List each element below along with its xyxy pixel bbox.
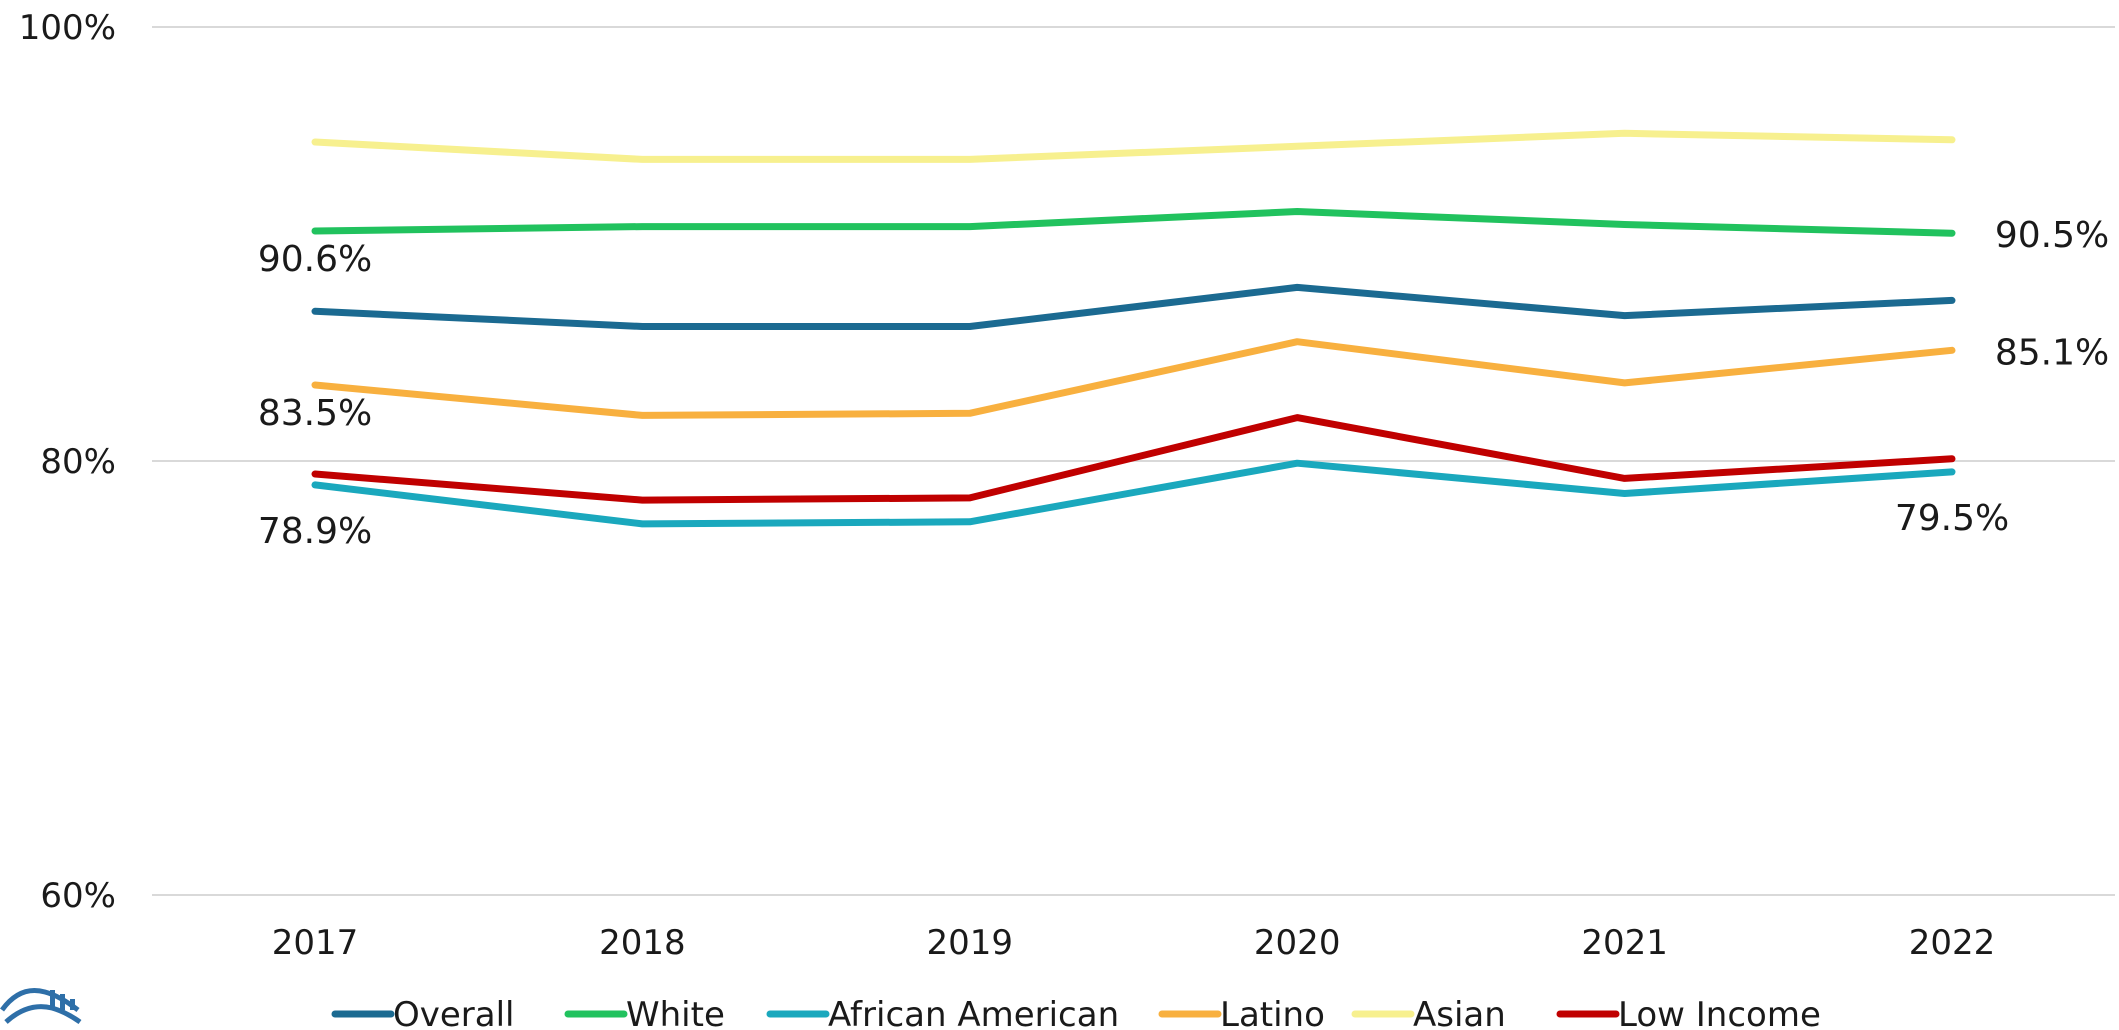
- series-line-low-income: [311, 414, 1956, 504]
- legend-label-african-american: African American: [828, 995, 1119, 1030]
- x-tick-label-2019: 2019: [927, 923, 1014, 963]
- x-tick-label-2017: 2017: [272, 923, 359, 963]
- x-axis-tick-labels: 2017 2018 2019 2020 2021 2022: [272, 923, 1996, 963]
- legend-label-asian: Asian: [1413, 995, 1506, 1030]
- organization-logo-icon: [0, 988, 82, 1025]
- legend-label-low-income: Low Income: [1618, 995, 1821, 1030]
- y-tick-label-100: 100%: [19, 8, 116, 48]
- data-label-white-2017: 90.6%: [258, 239, 372, 280]
- data-label-latino-2022: 85.1%: [1995, 332, 2109, 373]
- y-tick-label-60: 60%: [40, 876, 116, 916]
- x-tick-label-2021: 2021: [1581, 923, 1668, 963]
- data-label-latino-2017: 83.5%: [258, 393, 372, 434]
- data-label-african-american-2017: 78.9%: [258, 511, 372, 552]
- data-label-white-2022: 90.5%: [1995, 215, 2109, 256]
- data-labels: 90.6% 90.5% 83.5% 85.1% 78.9% 79.5%: [258, 215, 2109, 552]
- y-axis-tick-labels: 60% 80% 100%: [19, 8, 116, 916]
- series-line-asian: [311, 129, 1956, 163]
- data-label-african-american-2022: 79.5%: [1895, 498, 2009, 539]
- series-line-white: [311, 208, 1956, 237]
- y-tick-label-80: 80%: [40, 442, 116, 482]
- series-line-overall: [311, 283, 1956, 330]
- legend-label-white: White: [626, 995, 725, 1030]
- x-tick-label-2018: 2018: [599, 923, 686, 963]
- series-line-latino: [311, 338, 1956, 419]
- series-lines: [311, 129, 1956, 528]
- legend-label-latino: Latino: [1220, 995, 1325, 1030]
- series-line-african-american: [311, 459, 1956, 528]
- legend: Overall White African American Latino Asian L…: [331, 995, 1821, 1030]
- legend-label-overall: Overall: [393, 995, 515, 1030]
- x-tick-label-2020: 2020: [1254, 923, 1341, 963]
- x-tick-label-2022: 2022: [1909, 923, 1996, 963]
